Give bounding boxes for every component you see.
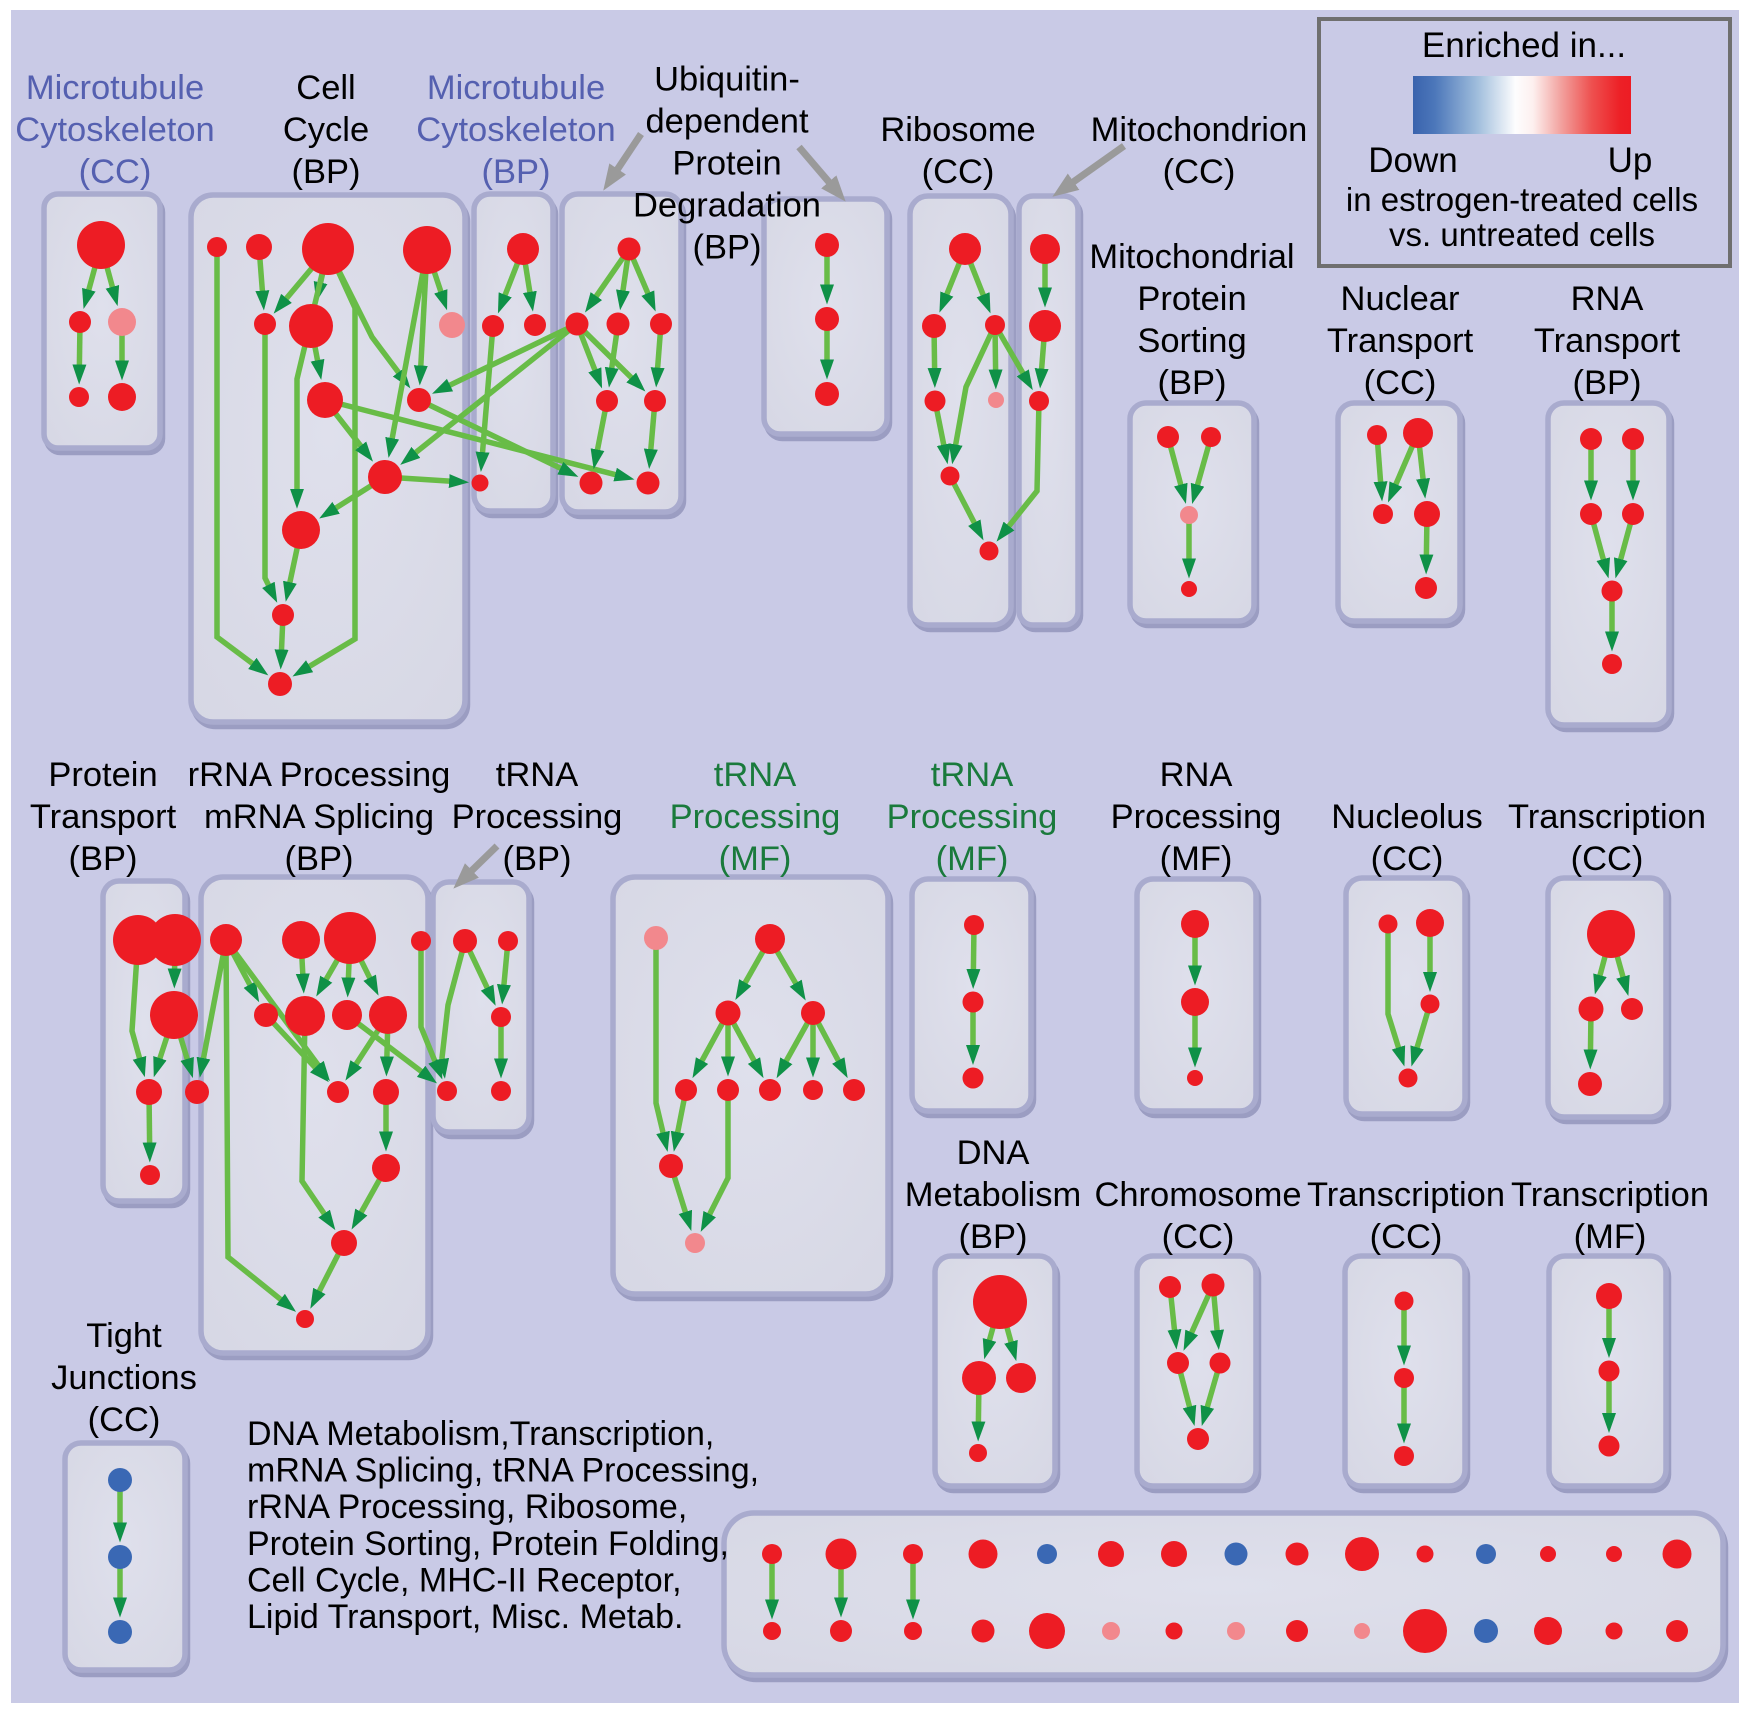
svg-text:Junctions: Junctions bbox=[51, 1359, 197, 1397]
svg-text:(BP): (BP) bbox=[1573, 364, 1642, 402]
svg-text:Nuclear: Nuclear bbox=[1341, 280, 1460, 318]
svg-text:dependent: dependent bbox=[645, 103, 808, 141]
svg-text:(MF): (MF) bbox=[1574, 1218, 1647, 1256]
svg-text:Processing: Processing bbox=[887, 798, 1058, 836]
svg-text:(CC): (CC) bbox=[1163, 153, 1236, 191]
svg-text:(BP): (BP) bbox=[285, 840, 354, 878]
svg-text:RNA: RNA bbox=[1160, 756, 1233, 794]
svg-text:(CC): (CC) bbox=[88, 1401, 161, 1439]
svg-text:(CC): (CC) bbox=[79, 153, 152, 191]
svg-text:Cytoskeleton: Cytoskeleton bbox=[15, 111, 214, 149]
svg-text:Transport: Transport bbox=[1534, 322, 1681, 360]
svg-text:Ubiquitin-: Ubiquitin- bbox=[654, 61, 800, 99]
svg-text:(BP): (BP) bbox=[503, 840, 572, 878]
svg-text:Transport: Transport bbox=[1327, 322, 1474, 360]
svg-text:tRNA: tRNA bbox=[496, 756, 578, 794]
svg-text:Sorting: Sorting bbox=[1137, 322, 1246, 360]
svg-text:tRNA: tRNA bbox=[931, 756, 1013, 794]
svg-text:Down: Down bbox=[1368, 141, 1457, 180]
svg-text:Chromosome: Chromosome bbox=[1094, 1176, 1301, 1214]
svg-text:(CC): (CC) bbox=[1162, 1218, 1235, 1256]
svg-text:in estrogen-treated cells: in estrogen-treated cells bbox=[1346, 181, 1698, 218]
svg-text:Transcription: Transcription bbox=[1307, 1176, 1505, 1214]
svg-text:Protein: Protein bbox=[1137, 280, 1246, 318]
svg-text:(BP): (BP) bbox=[69, 840, 138, 878]
svg-text:vs. untreated cells: vs. untreated cells bbox=[1389, 216, 1655, 253]
svg-text:Cell Cycle, MHC-II Receptor,: Cell Cycle, MHC-II Receptor, bbox=[247, 1561, 682, 1599]
svg-text:Microtubule: Microtubule bbox=[427, 69, 605, 107]
svg-text:rRNA Processing, Ribosome,: rRNA Processing, Ribosome, bbox=[247, 1488, 687, 1526]
svg-text:(CC): (CC) bbox=[1364, 364, 1437, 402]
svg-text:Nucleolus: Nucleolus bbox=[1331, 798, 1483, 836]
svg-text:Mitochondrion: Mitochondrion bbox=[1091, 111, 1308, 149]
svg-text:Transcription: Transcription bbox=[1511, 1176, 1709, 1214]
svg-text:Protein: Protein bbox=[672, 145, 781, 183]
svg-text:Enriched in...: Enriched in... bbox=[1422, 26, 1626, 65]
svg-text:(MF): (MF) bbox=[936, 840, 1009, 878]
svg-text:Up: Up bbox=[1608, 141, 1653, 180]
svg-text:(MF): (MF) bbox=[1160, 840, 1233, 878]
svg-text:Protein Sorting, Protein Foldi: Protein Sorting, Protein Folding, bbox=[247, 1525, 729, 1563]
svg-text:Cytoskeleton: Cytoskeleton bbox=[416, 111, 615, 149]
svg-text:tRNA: tRNA bbox=[714, 756, 796, 794]
svg-text:Degradation: Degradation bbox=[633, 187, 821, 225]
svg-text:Metabolism: Metabolism bbox=[905, 1176, 1081, 1214]
svg-text:Processing: Processing bbox=[1111, 798, 1282, 836]
svg-text:Cell: Cell bbox=[296, 69, 355, 107]
svg-text:mRNA Splicing, tRNA Processing: mRNA Splicing, tRNA Processing, bbox=[247, 1452, 759, 1490]
svg-text:(BP): (BP) bbox=[482, 153, 551, 191]
svg-text:rRNA Processing: rRNA Processing bbox=[188, 756, 451, 794]
svg-text:(CC): (CC) bbox=[1371, 840, 1444, 878]
svg-text:Processing: Processing bbox=[452, 798, 623, 836]
svg-text:Mitochondrial: Mitochondrial bbox=[1089, 238, 1294, 276]
svg-text:(MF): (MF) bbox=[719, 840, 792, 878]
svg-text:(BP): (BP) bbox=[693, 229, 762, 267]
svg-text:mRNA Splicing: mRNA Splicing bbox=[204, 798, 434, 836]
svg-text:(BP): (BP) bbox=[959, 1218, 1028, 1256]
svg-text:(CC): (CC) bbox=[1370, 1218, 1443, 1256]
svg-text:DNA Metabolism,Transcription,: DNA Metabolism,Transcription, bbox=[247, 1415, 714, 1453]
svg-text:Cycle: Cycle bbox=[283, 111, 369, 149]
svg-text:(BP): (BP) bbox=[1158, 364, 1227, 402]
svg-text:RNA: RNA bbox=[1571, 280, 1644, 318]
svg-text:(CC): (CC) bbox=[1571, 840, 1644, 878]
svg-text:Tight: Tight bbox=[86, 1317, 162, 1355]
svg-text:(CC): (CC) bbox=[922, 153, 995, 191]
svg-text:Transcription: Transcription bbox=[1508, 798, 1706, 836]
svg-text:(BP): (BP) bbox=[292, 153, 361, 191]
svg-text:Ribosome: Ribosome bbox=[880, 111, 1035, 149]
svg-text:Microtubule: Microtubule bbox=[26, 69, 204, 107]
svg-text:Processing: Processing bbox=[670, 798, 841, 836]
svg-text:Protein: Protein bbox=[48, 756, 157, 794]
svg-text:Transport: Transport bbox=[30, 798, 177, 836]
svg-text:Lipid Transport, Misc. Metab.: Lipid Transport, Misc. Metab. bbox=[247, 1598, 684, 1636]
svg-text:DNA: DNA bbox=[957, 1134, 1030, 1172]
